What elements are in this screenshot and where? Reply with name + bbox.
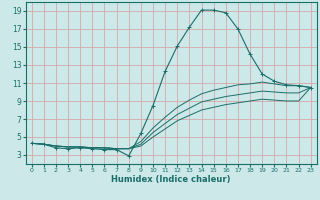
X-axis label: Humidex (Indice chaleur): Humidex (Indice chaleur) — [111, 175, 231, 184]
